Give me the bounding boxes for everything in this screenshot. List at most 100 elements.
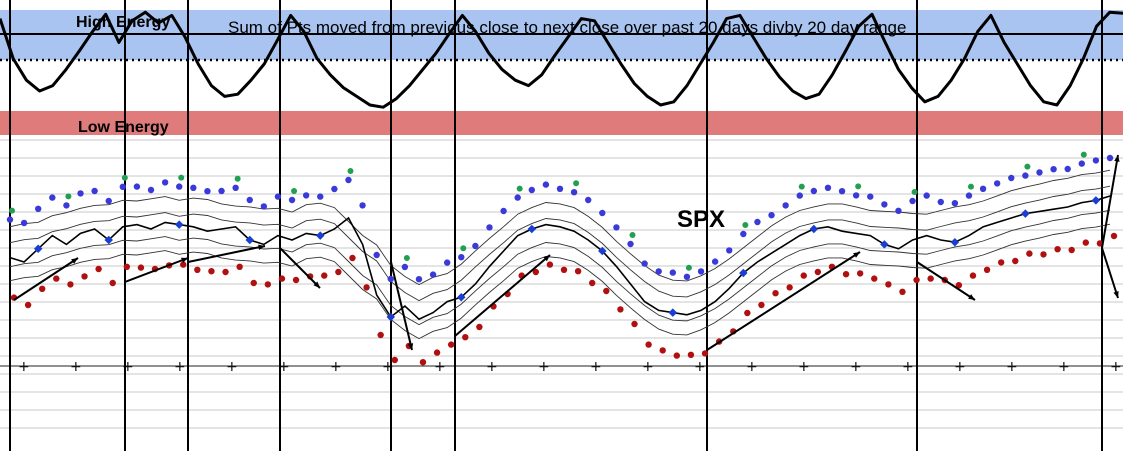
grid-plus-mark: + (174, 359, 186, 375)
strong-signal-dot (629, 232, 636, 238)
upper-signal-dot (1078, 160, 1085, 167)
strong-signal-dot (347, 168, 354, 174)
upper-signal-dot (401, 263, 409, 271)
upper-signal-dot (838, 188, 846, 195)
lower-signal-dot (659, 347, 666, 354)
vertical-marker-lines (9, 0, 1103, 451)
diamond-marker (245, 235, 254, 245)
diamond-marker (527, 224, 537, 234)
lower-signal-dot (546, 261, 554, 268)
lower-signal-dot (24, 301, 32, 309)
upper-signal-dot (796, 192, 803, 199)
lower-signal-dot (222, 268, 229, 276)
trend-arrow-head (543, 255, 550, 262)
upper-signal-dot (740, 230, 747, 238)
upper-signal-dot (91, 187, 98, 195)
strong-signal-dot (573, 180, 580, 187)
grid-plus-mark: + (590, 359, 602, 375)
lower-signal-dot (560, 266, 568, 273)
upper-signal-dot (77, 190, 84, 197)
upper-signal-dot (1022, 172, 1029, 179)
upper-signal-dot (443, 259, 451, 266)
diamond-marker (739, 268, 748, 278)
lower-signal-dot (433, 349, 441, 356)
grid-plus-mark: + (1058, 359, 1070, 375)
trend-arrow-head (968, 294, 975, 300)
upper-signal-dot (1036, 169, 1043, 176)
upper-signal-dot (937, 198, 944, 206)
strong-signal-dot (967, 183, 974, 190)
upper-signal-dot (387, 275, 394, 283)
strong-signal-dot (855, 183, 862, 190)
diamond-marker (104, 235, 113, 245)
trend-arrows (13, 154, 1120, 351)
lower-signal-dot (814, 268, 822, 276)
lower-signal-dot (1068, 246, 1075, 254)
upper-signal-dot (1106, 154, 1114, 162)
diamond-marker (33, 244, 43, 254)
grid-plus-mark: + (330, 359, 342, 375)
lower-signal-dot (1026, 250, 1033, 257)
lower-signal-dot (236, 263, 243, 270)
diamond-marker (457, 292, 466, 302)
upper-signal-dot (979, 185, 987, 192)
trend-arrow-head (1113, 291, 1119, 298)
lower-signal-dot (687, 351, 695, 358)
lower-signal-dot (744, 309, 751, 317)
strong-signal-dot (516, 185, 523, 192)
upper-signal-dot (133, 183, 141, 190)
trend-arrow-shaft (1101, 247, 1119, 299)
lower-signal-dot (1012, 257, 1019, 265)
trend-arrow-head (407, 343, 414, 350)
upper-signal-dot (429, 271, 437, 278)
upper-signal-dot (1064, 165, 1071, 173)
energy-chart-title: Sum of Pts moved from previous close to … (228, 18, 906, 37)
upper-signal-dot (697, 268, 705, 275)
upper-signal-dot (359, 202, 366, 209)
upper-signal-dot (260, 203, 268, 210)
upper-signal-dot (810, 187, 818, 195)
lower-signal-dot (391, 356, 398, 364)
diamond-marker (1091, 196, 1101, 205)
upper-signal-dot (246, 196, 253, 204)
upper-signal-dot (147, 186, 155, 194)
upper-signal-dot (190, 184, 197, 191)
grid-plus-mark: + (954, 359, 966, 375)
trend-arrow-shaft (187, 245, 266, 263)
lower-signal-dot (532, 268, 539, 276)
upper-signal-dot (669, 269, 677, 276)
lower-signal-dot (1040, 251, 1047, 258)
lower-signal-dot (180, 261, 187, 268)
upper-signal-dot (105, 197, 112, 205)
grid-plus-mark: + (226, 359, 238, 375)
lower-signal-dot (885, 281, 892, 288)
spx-label: SPX (677, 206, 725, 233)
upper-signal-dot (951, 200, 959, 207)
grid-plus-mark: + (122, 359, 134, 375)
lower-signal-dot (786, 284, 793, 291)
upper-signal-dot (472, 242, 479, 250)
lower-signal-dot (800, 272, 807, 279)
lower-signal-dot (53, 275, 60, 282)
strong-signal-dot (1024, 163, 1031, 170)
high-energy-label: High Energy (76, 14, 170, 31)
grid-plus-mark: + (382, 359, 394, 375)
lower-signal-dot (349, 254, 356, 262)
upper-signal-dot (556, 185, 564, 192)
grid-plus-mark: + (70, 359, 82, 375)
lower-signal-dot (306, 273, 314, 280)
upper-signal-dot (683, 273, 691, 280)
lower-signal-dot (574, 268, 582, 275)
upper-signal-dot (218, 187, 225, 195)
strong-signal-dot (798, 183, 805, 190)
price-band-line (9, 209, 1111, 326)
trend-arrow-head (258, 244, 265, 250)
trend-arrow-shaft (390, 261, 413, 351)
diamond-marker (950, 237, 960, 247)
upper-signal-dot (599, 209, 606, 217)
upper-signal-dot (6, 216, 14, 223)
upper-signal-dot (302, 192, 310, 199)
lower-signal-dot (673, 352, 681, 359)
grid-plus-mark: + (850, 359, 862, 375)
